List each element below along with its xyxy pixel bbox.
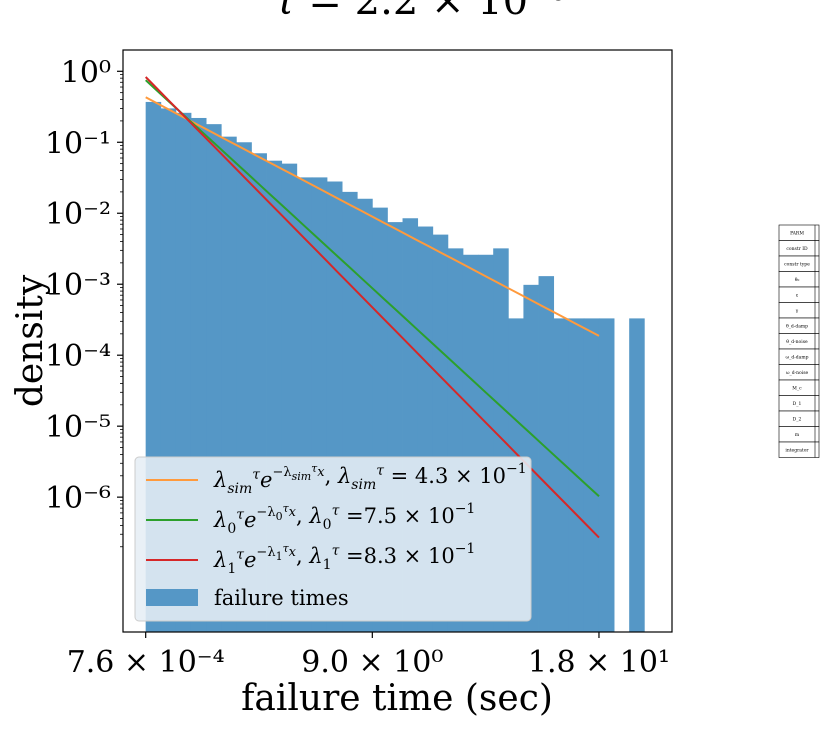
- table-cell: D_1: [793, 401, 802, 407]
- table-row: [778, 441, 820, 458]
- y-tick-label: 10⁻²: [45, 197, 111, 232]
- legend-label-1: λ1τe−λ1τx, λ1τ =8.3 × 10−1: [213, 541, 475, 577]
- table-cell: PARM: [790, 230, 804, 236]
- table-cell: θ_d-damp: [786, 323, 808, 329]
- plot-frame: [122, 49, 673, 633]
- x-tick-label: 1.8 × 10¹: [528, 645, 670, 680]
- y-tick-label: 10⁻⁵: [45, 410, 111, 445]
- table-cell: ε: [796, 293, 799, 298]
- table-cell: θ_d-noise: [786, 339, 808, 345]
- y-tick-label: 10⁻⁴: [45, 339, 111, 374]
- table-row: [778, 302, 820, 319]
- legend-label-sim: λsimτe−λsimτx, λsimτ = 4.3 × 10−1: [213, 461, 527, 497]
- y-tick-label: 10⁻¹: [45, 126, 111, 161]
- table-cell: θ₀: [795, 277, 800, 283]
- x-axis-label: failure time (sec): [241, 678, 553, 719]
- x-tick-label: 7.6 × 10⁻⁴: [67, 645, 225, 680]
- histogram-bar: [553, 318, 570, 632]
- table-cell: γ: [796, 309, 799, 314]
- y-tick-label: 10⁻³: [45, 268, 111, 303]
- legend: λsimτe−λsimτx, λsimτ = 4.3 × 10−1 λ0τe−λ…: [134, 456, 532, 622]
- svg-text:τ = 2.2 × 10−6: τ = 2.2 × 10−6: [274, 0, 567, 24]
- histogram-bar: [538, 276, 555, 632]
- chart-title: τ = 2.2 × 10−6: [274, 0, 567, 24]
- x-tick-label: 9.0 × 10⁰: [301, 645, 443, 680]
- legend-swatch-hist: [146, 589, 198, 606]
- side-parameter-table: PARM constr ID constr type θ₀ ε γ θ_d-damp θ_d-…: [778, 224, 820, 458]
- table-cell: constr ID: [786, 246, 808, 252]
- legend-label-hist: failure times: [214, 586, 349, 610]
- table-cell: ω_d-damp: [785, 354, 808, 360]
- y-tick-label: 10⁻⁶: [45, 481, 111, 516]
- y-axis-label: density: [10, 274, 51, 407]
- table-cell: integrator: [785, 447, 809, 453]
- table-cell: M_c: [792, 385, 802, 391]
- fit-line-0: [145, 96, 600, 337]
- x-axis-ticks: 7.6 × 10⁻⁴ 9.0 × 10⁰ 1.8 × 10¹: [67, 632, 670, 680]
- legend-label-0: λ0τe−λ0τx, λ0τ =7.5 × 10−1: [213, 501, 475, 537]
- histogram-bar: [598, 318, 615, 632]
- y-axis-ticks: 10⁰ 10⁻¹ 10⁻² 10⁻³ 10⁻⁴ 10⁻⁵ 10⁻⁶: [45, 55, 123, 548]
- table-cell: m: [795, 433, 800, 438]
- y-tick-label: 10⁰: [61, 55, 111, 90]
- histogram-bar: [583, 318, 600, 632]
- legend-box: [134, 456, 532, 622]
- table-cell: D_2: [793, 416, 802, 422]
- histogram-bar: [629, 318, 645, 632]
- table-cell: constr type: [784, 261, 810, 267]
- table-row: [778, 286, 820, 303]
- fit-line-1: [145, 79, 600, 498]
- table-cell: ω_d-noise: [786, 370, 809, 376]
